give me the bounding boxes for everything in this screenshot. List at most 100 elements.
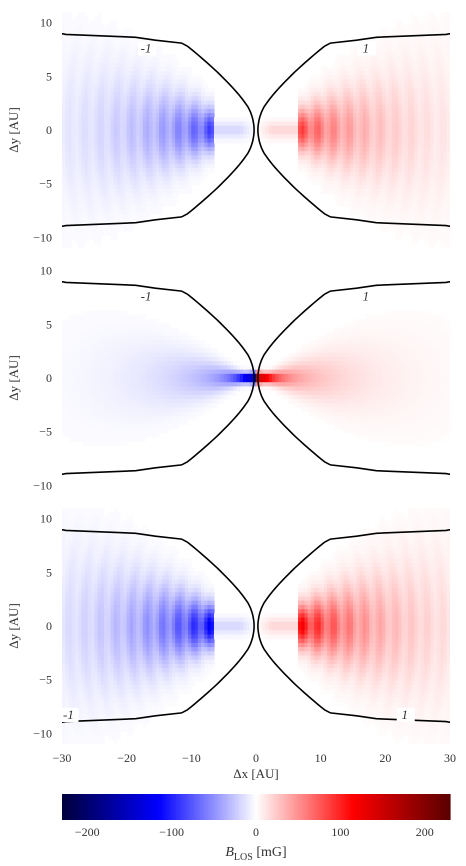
heatmap-cell xyxy=(65,201,70,207)
heatmap-cell xyxy=(123,100,128,106)
heatmap-cell xyxy=(107,138,112,144)
heatmap-cell xyxy=(398,117,403,123)
heatmap-cell xyxy=(336,201,341,207)
heatmap-cell xyxy=(398,146,403,152)
heatmap-cell xyxy=(333,180,338,186)
heatmap-cell xyxy=(420,28,425,34)
heatmap-cell xyxy=(362,138,367,144)
heatmap-cell xyxy=(336,163,341,169)
heatmap-cell xyxy=(139,193,144,199)
heatmap-cell xyxy=(97,180,102,186)
heatmap-cell xyxy=(149,407,154,413)
heatmap-cell xyxy=(129,71,134,76)
heatmap-cell xyxy=(65,75,70,81)
heatmap-cell xyxy=(91,356,95,362)
heatmap-cell xyxy=(116,407,121,413)
heatmap-cell xyxy=(149,382,154,388)
heatmap-cell xyxy=(320,92,325,97)
heatmap-cell xyxy=(87,142,92,148)
heatmap-cell xyxy=(133,79,137,85)
heatmap-cell xyxy=(446,113,450,118)
heatmap-cell xyxy=(446,45,450,51)
heatmap-cell xyxy=(68,96,73,102)
heatmap-cell xyxy=(149,378,154,383)
heatmap-cell xyxy=(298,138,302,144)
heatmap-cell xyxy=(378,83,383,89)
heatmap-cell xyxy=(175,180,179,186)
heatmap-cell xyxy=(133,117,137,123)
heatmap-cell xyxy=(417,218,422,224)
heatmap-cell xyxy=(139,432,144,438)
heatmap-cell xyxy=(417,20,422,26)
heatmap-cell xyxy=(433,193,438,199)
heatmap-cell xyxy=(378,226,383,232)
heatmap-cell xyxy=(197,151,202,156)
heatmap-cell xyxy=(353,163,357,169)
heatmap-cell xyxy=(116,378,121,383)
heatmap-cell xyxy=(330,79,335,85)
heatmap-cell xyxy=(427,155,432,161)
heatmap-cell xyxy=(136,104,141,110)
heatmap-cell xyxy=(333,125,338,131)
heatmap-cell xyxy=(446,210,450,215)
heatmap-cell xyxy=(94,441,99,447)
heatmap-cell xyxy=(123,45,128,51)
heatmap-cell xyxy=(375,108,380,114)
heatmap-cell xyxy=(65,319,70,324)
heatmap-cell xyxy=(159,92,163,97)
heatmap-cell xyxy=(123,394,128,400)
heatmap-cell xyxy=(407,201,412,207)
heatmap-cell xyxy=(259,134,264,140)
heatmap-cell xyxy=(310,176,315,182)
heatmap-cell xyxy=(298,155,302,161)
heatmap-cell xyxy=(78,71,82,76)
heatmap-cell xyxy=(398,41,403,47)
heatmap-cell xyxy=(120,222,125,228)
heatmap-cell xyxy=(430,45,435,51)
heatmap-cell xyxy=(65,432,70,438)
heatmap-cell xyxy=(123,62,128,68)
heatmap-cell xyxy=(74,58,79,64)
heatmap-cell xyxy=(91,75,95,81)
heatmap-cell xyxy=(113,231,118,236)
heatmap-cell xyxy=(233,121,238,127)
heatmap-cell xyxy=(65,172,70,177)
heatmap-cell xyxy=(411,125,416,131)
heatmap-cell xyxy=(126,151,131,156)
heatmap-cell xyxy=(68,378,73,383)
heatmap-cell xyxy=(401,155,406,161)
heatmap-cell xyxy=(116,424,121,430)
heatmap-cell xyxy=(68,356,73,362)
heatmap-cell xyxy=(87,340,92,345)
heatmap-cell xyxy=(94,335,99,341)
heatmap-cell xyxy=(171,92,176,97)
heatmap-cell xyxy=(310,155,315,161)
heatmap-field: -1 1 xyxy=(62,280,450,476)
heatmap-cell xyxy=(304,146,309,152)
heatmap-cell xyxy=(359,184,364,190)
heatmap-cell xyxy=(104,386,108,392)
heatmap-cell xyxy=(97,184,102,190)
heatmap-cell xyxy=(126,142,131,148)
heatmap-cell xyxy=(178,100,183,106)
heatmap-cell xyxy=(120,113,125,118)
heatmap-cell xyxy=(427,58,432,64)
heatmap-cell xyxy=(65,369,70,375)
heatmap-cell xyxy=(97,214,102,220)
heatmap-cell xyxy=(120,33,125,38)
heatmap-cell xyxy=(404,214,409,220)
heatmap-cell xyxy=(136,184,141,190)
heatmap-cell xyxy=(142,184,147,190)
heatmap-cell xyxy=(424,79,428,85)
heatmap-cell xyxy=(71,394,76,400)
heatmap-cell xyxy=(382,83,386,89)
heatmap-cell xyxy=(74,399,79,404)
heatmap-cell xyxy=(65,403,70,409)
heatmap-cell xyxy=(330,138,335,144)
heatmap-cell xyxy=(71,83,76,89)
heatmap-cell xyxy=(365,146,370,152)
heatmap-cell xyxy=(133,420,137,425)
heatmap-cell xyxy=(139,54,144,59)
heatmap-cell xyxy=(239,125,244,131)
heatmap-cell xyxy=(327,189,331,194)
